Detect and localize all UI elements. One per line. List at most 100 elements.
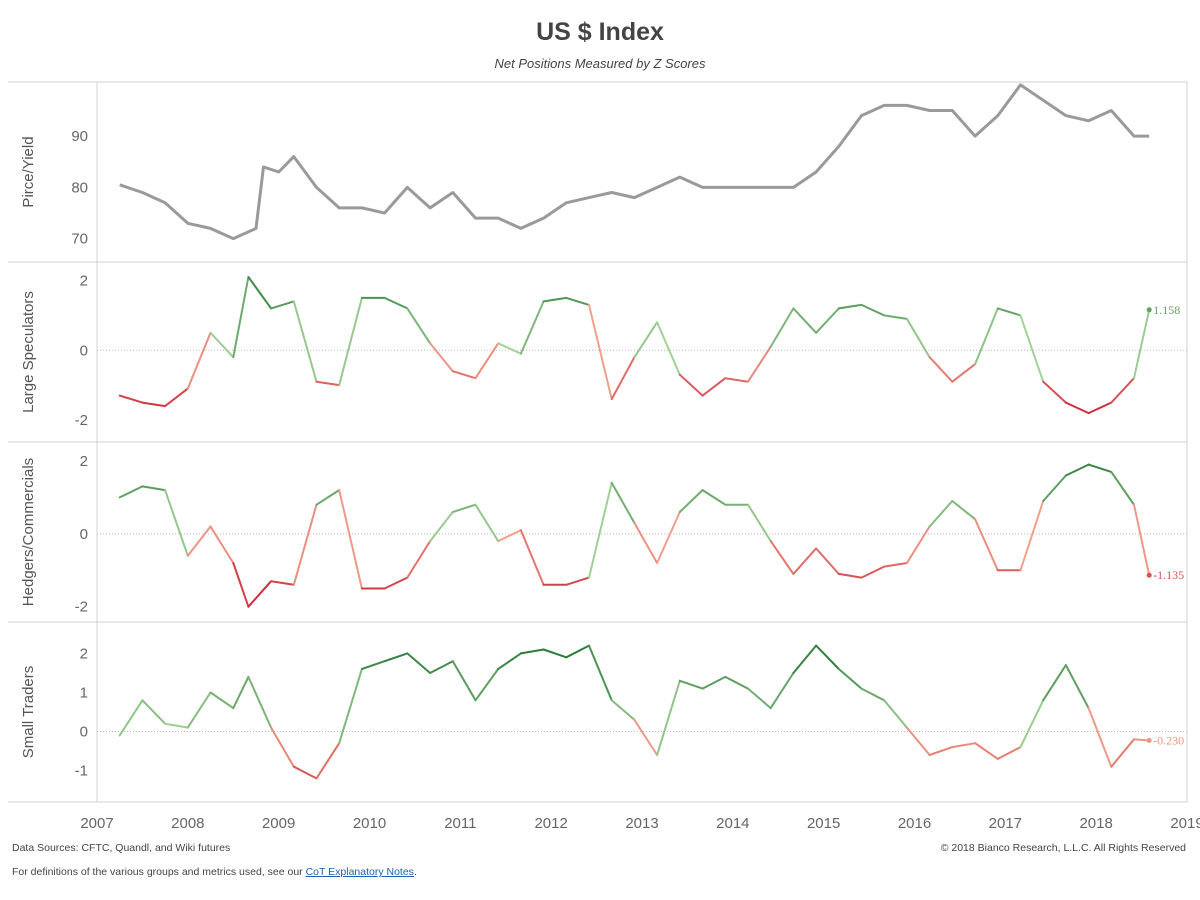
large-speculators-series-segment xyxy=(406,307,432,345)
small-traders-series-segment xyxy=(837,668,863,690)
small-traders-series-segment xyxy=(905,726,931,756)
hedgers-commercials-series-segment xyxy=(678,489,704,513)
x-axis-label-2019: 2019 xyxy=(1170,815,1200,832)
small-traders-series-segment xyxy=(1064,664,1090,710)
hedgers-commercials-series-segment xyxy=(247,580,273,608)
small-traders-ytick: -1 xyxy=(75,763,88,780)
large-speculators-series-segment xyxy=(383,296,409,310)
data-sources-text: Data Sources: CFTC, Quandl, and Wiki fut… xyxy=(12,842,231,854)
small-traders-series-segment xyxy=(656,679,681,756)
hedgers-commercials-series-segment xyxy=(164,489,189,557)
small-traders-series-segment xyxy=(247,675,273,729)
hedgers-commercials-series-segment xyxy=(1133,503,1151,577)
small-traders-series-segment xyxy=(1133,738,1151,742)
hedgers-commercials-series-segment xyxy=(1042,474,1067,502)
hedgers-commercials-series-segment xyxy=(451,503,477,513)
hedgers-commercials-series-segment xyxy=(338,489,363,590)
large-speculators-series-segment xyxy=(951,363,977,383)
small-traders-series-segment xyxy=(360,660,386,670)
small-traders-ylabel: Small Traders xyxy=(20,666,37,759)
small-traders-series-segment xyxy=(186,691,212,729)
large-speculators-series-segment xyxy=(429,342,454,373)
large-speculators-last-value-label: 1.158 xyxy=(1153,303,1180,317)
hedgers-commercials-ytick: 2 xyxy=(80,453,88,470)
small-traders-series-segment xyxy=(565,644,590,659)
small-traders-series-segment xyxy=(497,652,522,670)
large-speculators-series-segment xyxy=(724,377,749,383)
hedgers-commercials-series-segment xyxy=(565,576,590,586)
large-speculators-series-segment xyxy=(610,356,636,401)
hedgers-commercials-series-segment xyxy=(951,500,977,521)
x-axis-label-2018: 2018 xyxy=(1079,815,1112,832)
chart-title: US $ Index xyxy=(536,18,664,46)
large-speculators-series-segment xyxy=(633,321,659,359)
x-axis-label-2011: 2011 xyxy=(444,815,476,832)
small-traders-series-segment xyxy=(315,742,341,780)
cot-notes-link[interactable]: CoT Explanatory Notes xyxy=(305,866,414,878)
large-speculators-series-segment xyxy=(1087,401,1113,415)
notes-suffix: . xyxy=(413,866,417,878)
footer-notes: For definitions of the various groups an… xyxy=(12,866,417,878)
hedgers-commercials-series-segment xyxy=(186,525,212,557)
small-traders-series-segment xyxy=(724,675,749,690)
hedgers-commercials-series-segment xyxy=(118,485,144,499)
hedgers-commercials-series-segment xyxy=(747,503,772,543)
hedgers-commercials-series-segment xyxy=(1064,463,1090,477)
large-speculators-series-segment xyxy=(565,296,590,306)
hedgers-commercials-last-point xyxy=(1146,572,1152,578)
large-speculators-series-segment xyxy=(815,307,840,334)
large-speculators-series-segment xyxy=(542,296,568,303)
hedgers-commercials-series-segment xyxy=(860,565,886,579)
large-speculators-series-segment xyxy=(118,394,144,404)
small-traders-series-segment xyxy=(678,679,704,690)
price-ytick: 70 xyxy=(71,231,88,248)
price-ytick: 90 xyxy=(71,128,88,145)
hedgers-commercials-series-segment xyxy=(701,489,727,506)
small-traders-series-segment xyxy=(292,765,318,780)
large-speculators-series-segment xyxy=(747,345,772,383)
large-speculators-series-segment xyxy=(209,331,235,359)
large-speculators-last-point xyxy=(1146,307,1152,313)
large-speculators-series-segment xyxy=(792,307,818,334)
large-speculators-series-segment xyxy=(315,380,341,387)
hedgers-commercials-series-segment xyxy=(1087,463,1113,473)
large-speculators-series-segment xyxy=(974,307,999,366)
copyright-text: © 2018 Bianco Research, L.L.C. All Right… xyxy=(940,842,1186,854)
small-traders-series-segment xyxy=(610,699,636,721)
hedgers-commercials-series-segment xyxy=(633,521,659,564)
hedgers-commercials-series-segment xyxy=(519,529,545,586)
large-speculators-series-segment xyxy=(186,331,212,390)
small-traders-series-segment xyxy=(974,742,999,760)
small-traders-series-segment xyxy=(633,718,659,756)
large-speculators-ylabel: Large Speculators xyxy=(20,291,37,413)
large-speculators-series-segment xyxy=(519,300,545,355)
small-traders-series-segment xyxy=(860,687,886,702)
small-traders-series-segment xyxy=(928,746,954,756)
price-series-line xyxy=(119,83,1150,241)
hedgers-commercials-series-segment xyxy=(974,518,999,572)
x-axis-label-2016: 2016 xyxy=(898,815,931,832)
large-speculators-series-segment xyxy=(1042,380,1067,404)
large-speculators-series-segment xyxy=(996,307,1022,317)
hedgers-commercials-series-segment xyxy=(656,511,681,564)
x-axis-label-2010: 2010 xyxy=(353,815,386,832)
large-speculators-series-segment xyxy=(292,300,318,383)
x-axis-label-2014: 2014 xyxy=(716,815,749,832)
small-traders-series-segment xyxy=(883,699,908,729)
x-axis-label-2015: 2015 xyxy=(807,815,840,832)
large-speculators-series-segment xyxy=(588,303,613,401)
large-speculators-series-segment xyxy=(232,276,250,359)
large-speculators-series-segment xyxy=(141,401,167,408)
large-speculators-series-segment xyxy=(928,356,954,383)
hedgers-commercials-series-segment xyxy=(588,481,613,579)
large-speculators-series-segment xyxy=(1110,377,1135,404)
small-traders-last-point xyxy=(1146,738,1152,743)
small-traders-series-segment xyxy=(951,742,977,749)
small-traders-series-segment xyxy=(1087,707,1113,768)
small-traders-series-segment xyxy=(792,644,818,674)
large-speculators-series-segment xyxy=(860,303,886,317)
small-traders-series-segment xyxy=(232,675,250,710)
x-axis-label-2007: 2007 xyxy=(80,815,113,832)
small-traders-series-segment xyxy=(338,668,363,745)
hedgers-commercials-series-segment xyxy=(406,540,432,579)
